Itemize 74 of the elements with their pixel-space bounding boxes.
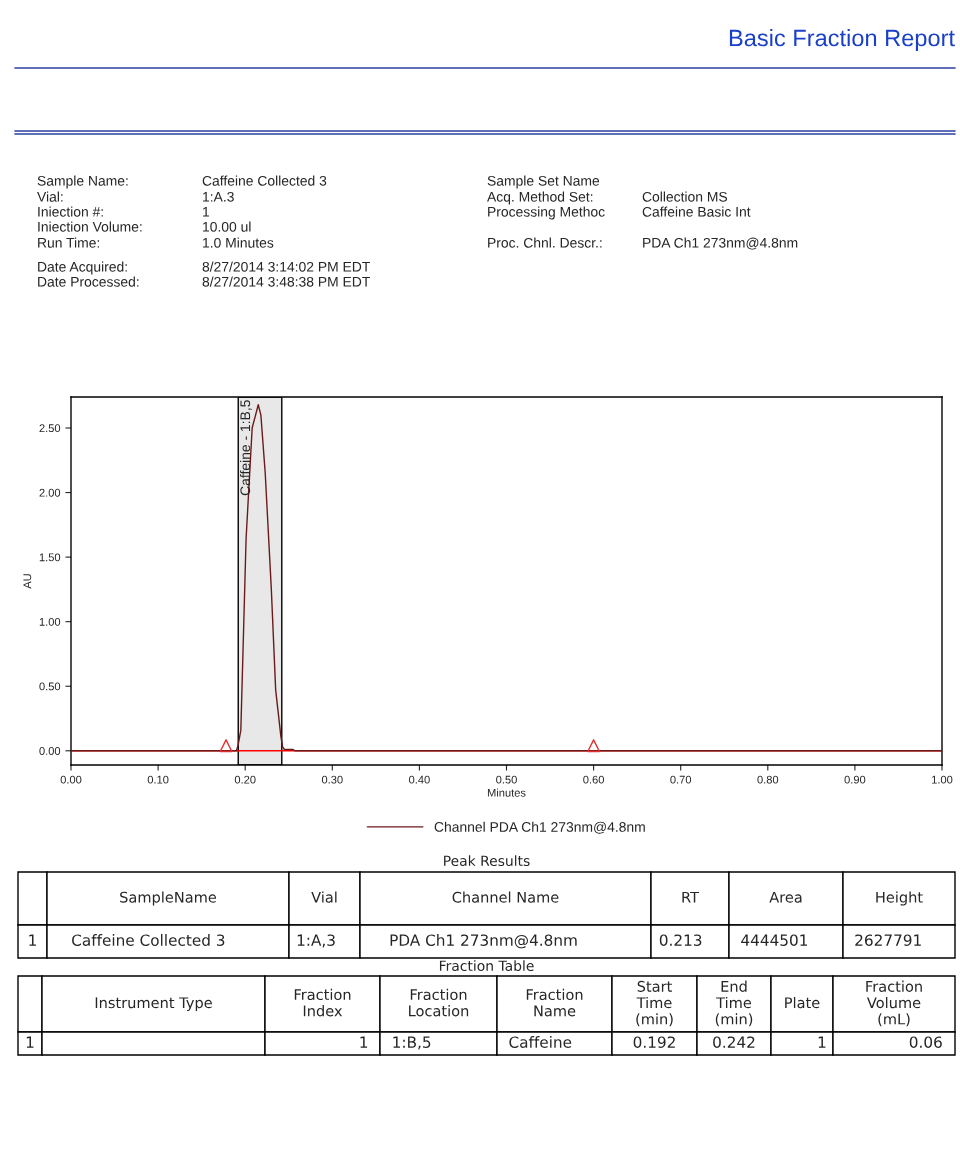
text: PDA Ch1 273nm@4.8nm [643, 237, 798, 250]
x-tick-label: 0.90 [844, 775, 866, 784]
text: Height [876, 891, 923, 906]
y-tick-label: 0.50 [39, 682, 61, 691]
x-tick-label: 0.50 [496, 775, 517, 784]
text: Proc. Chnl. Descr.: [488, 237, 602, 248]
text: Fraction Table [439, 960, 534, 972]
text: Iniection Volume: [38, 221, 142, 232]
text: PDA Ch1 273nm@4.8nm [390, 934, 577, 949]
text: Caffeine Collected 3 [72, 934, 225, 946]
text: Fraction Name [526, 988, 583, 1017]
text: Caffeine Basic Int [642, 206, 751, 217]
text: Collection MS [642, 191, 728, 202]
band-label: Caffeine - 1:B,5 [239, 400, 252, 496]
text: Start Time (min) [636, 980, 673, 1027]
text: Vial: [37, 191, 63, 202]
text: 4444501 [741, 934, 808, 946]
x-tick-label: 0.70 [670, 775, 692, 784]
text: Fraction Location [409, 988, 469, 1017]
text: Caffeine Collected 3 [202, 175, 327, 186]
text: 1.0 Minutes [203, 237, 274, 248]
text: Acq. Method Set: [487, 191, 593, 205]
x-tick-label: 1.00 [932, 775, 953, 784]
text: End Time (min) [715, 980, 753, 1027]
text: 1 [26, 1036, 34, 1048]
x-tick-label: 0.00 [60, 775, 82, 784]
text: 8/27/2014 3:14:02 PM EDT [202, 261, 370, 272]
text: 10.00 ul [203, 221, 251, 232]
text: Peak Results [444, 855, 530, 867]
text: Fraction Index [294, 988, 351, 1017]
text: 1:A,3 [297, 934, 335, 948]
text: 2627791 [855, 934, 921, 946]
legend-label: Channel PDA Ch1 273nm@4.8nm [434, 821, 645, 834]
text: 0.242 [713, 1036, 755, 1048]
text: 0.192 [633, 1036, 675, 1048]
y-tick-label: 1.50 [39, 553, 61, 562]
text: Area [769, 891, 802, 903]
text: 1 [818, 1036, 826, 1048]
y-tick-label: 0.00 [39, 747, 61, 755]
text: Channel Name [452, 891, 559, 903]
text: 1:B,5 [393, 1036, 431, 1050]
x-tick-label: 0.20 [234, 775, 256, 784]
text: Date Processed: [38, 276, 139, 287]
y-tick-label: 2.50 [39, 424, 61, 433]
text: 1 [360, 1036, 368, 1048]
text: Iniection #: [38, 206, 103, 217]
x-tick-label: 0.40 [409, 775, 430, 784]
text: 1:A.3 [203, 191, 234, 202]
text: 1 [203, 207, 210, 217]
text: Sample Name: [37, 175, 128, 189]
x-axis-title: Minutes [487, 788, 526, 797]
text: Run Time: [38, 237, 100, 248]
chart-title: Basic Fraction Report [729, 29, 955, 52]
text: 0.06 [909, 1036, 942, 1048]
text: Date Acquired: [38, 261, 127, 275]
text: Sample Set Name [487, 175, 600, 189]
x-tick-label: 0.10 [147, 775, 169, 784]
text: 1 [29, 934, 36, 946]
text: Processing Methoc [488, 206, 605, 220]
y-tick-label: 2.00 [39, 488, 61, 497]
text: 8/27/2014 3:48:38 PM EDT [202, 276, 370, 287]
y-axis-title: AU [23, 574, 32, 589]
text: Fraction Volume (mL) [866, 980, 922, 1027]
x-tick-label: 0.30 [321, 775, 343, 784]
text: Vial [311, 891, 337, 903]
x-tick-label: 0.80 [757, 775, 779, 784]
text: SampleName [120, 891, 217, 906]
text: Caffeine [509, 1036, 572, 1048]
text: RT [682, 891, 700, 903]
x-tick-label: 0.60 [583, 775, 604, 784]
y-tick-label: 1.00 [39, 617, 61, 626]
text: Plate [785, 996, 820, 1009]
text: Instrument Type [95, 997, 212, 1012]
text: 0.213 [659, 934, 702, 946]
